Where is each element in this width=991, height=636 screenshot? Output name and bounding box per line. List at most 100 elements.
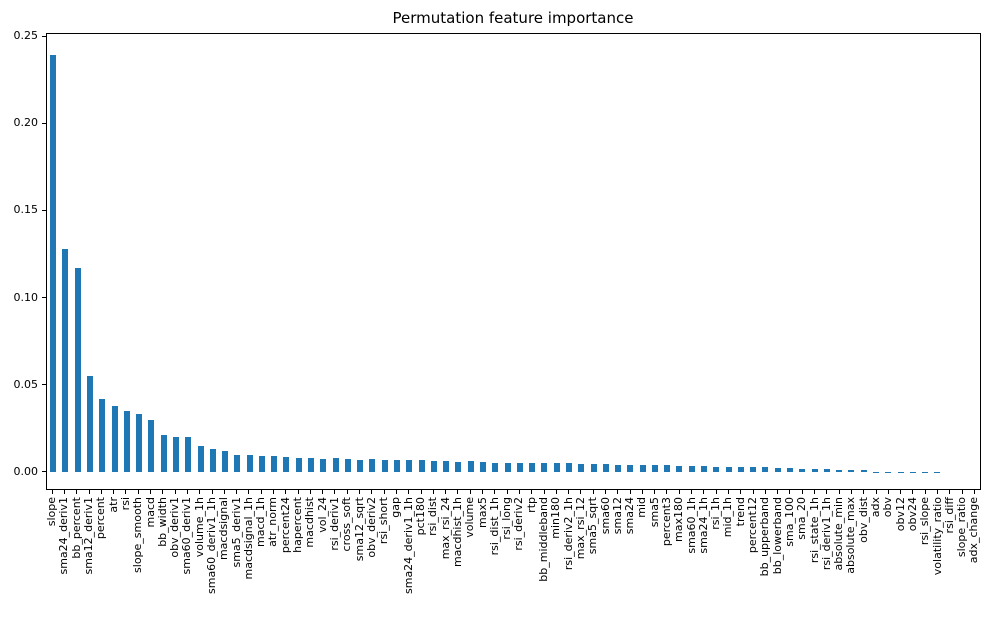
x-tick-label: obv12 [893, 497, 907, 532]
x-tick-slot [796, 490, 808, 495]
x-tick-slot [218, 490, 230, 495]
x-tick-slot [95, 490, 107, 495]
bar-slot [231, 34, 243, 489]
bar [455, 462, 462, 472]
x-label-slot: volume_1h [192, 497, 206, 636]
x-label-slot: volatility_ratio [930, 497, 944, 636]
x-label-slot: mid [635, 497, 648, 636]
bar-slot [329, 34, 341, 489]
bar-slot [219, 34, 231, 489]
x-tick-mark [359, 490, 361, 494]
x-label-slot: sma_20 [795, 497, 809, 636]
bar [50, 55, 57, 472]
x-tick-mark [518, 490, 520, 494]
plot-area [46, 33, 981, 490]
bar [406, 459, 413, 472]
bar [541, 463, 548, 472]
x-tick-mark [408, 490, 410, 494]
x-tick-mark [260, 490, 262, 494]
x-tick-label: atr_norm [266, 497, 280, 547]
x-tick-slot [464, 490, 476, 495]
bar [627, 464, 634, 472]
x-tick-label: rtp [524, 497, 538, 513]
x-label-slot: vol_24 [316, 497, 329, 636]
x-tick-mark [285, 490, 287, 494]
x-tick-mark [371, 490, 373, 494]
x-tick-label: rsi_slope [918, 497, 932, 546]
bar-slot [366, 34, 378, 489]
x-tick-mark [703, 490, 705, 494]
bar [590, 464, 597, 472]
x-tick-mark [875, 490, 877, 494]
x-tick-slot [181, 490, 193, 495]
x-tick-label: macdsignal [217, 497, 231, 561]
y-tick-label: 0.00 [13, 464, 39, 478]
x-tick-slot [845, 490, 857, 495]
x-tick-label: adx_change [967, 497, 981, 564]
x-tick-slot [390, 490, 402, 495]
x-label-slot: adx [869, 497, 882, 636]
bar-slot [489, 34, 501, 489]
bar [836, 469, 843, 472]
bar-slot [698, 34, 710, 489]
x-tick-mark [777, 490, 779, 494]
x-tick-slot [501, 490, 513, 495]
bar [74, 267, 81, 472]
x-tick-label: rsi_state_1h [807, 497, 821, 564]
bar [467, 461, 474, 472]
bar-slot [808, 34, 820, 489]
bar-slot [735, 34, 747, 489]
x-tick-mark [346, 490, 348, 494]
x-tick-label: bb_upperband [758, 497, 772, 577]
bar [430, 460, 437, 472]
x-label-slot: sma5 [648, 497, 661, 636]
y-tick-mark [42, 471, 46, 473]
bar-slot [747, 34, 759, 489]
x-tick-label: sma60_deriv1 [180, 497, 194, 575]
x-label-slot: obv_dist [857, 497, 870, 636]
x-tick-slot [685, 490, 697, 495]
x-tick-slot [58, 490, 70, 495]
bar [271, 456, 278, 472]
bar [283, 457, 290, 472]
y-tick-label: 0.20 [13, 116, 39, 130]
y-tick-label: 0.10 [13, 290, 39, 304]
x-label-slot: sma60 [598, 497, 612, 636]
x-label-slot: max_rsi_24 [439, 497, 452, 636]
bar-slot [84, 34, 96, 489]
bar-slot [514, 34, 526, 489]
x-tick-mark [691, 490, 693, 494]
x-tick-mark [469, 490, 471, 494]
x-tick-mark [236, 490, 238, 494]
x-tick-label: max5 [475, 497, 489, 528]
bar [664, 465, 671, 472]
bar [381, 460, 388, 472]
x-label-slot: rsi_state_1h [807, 497, 821, 636]
x-tick-label: absolute_max [844, 497, 858, 574]
x-tick-slot [83, 490, 95, 495]
x-tick-label: sma5_deriv1 [229, 497, 243, 568]
bar-slot [575, 34, 587, 489]
y-tick-mark [42, 297, 46, 299]
bar-slot [354, 34, 366, 489]
x-tick-mark [506, 490, 508, 494]
x-tick-mark [887, 490, 889, 494]
bar [234, 454, 241, 472]
x-tick-label: sma_20 [795, 497, 809, 540]
x-tick-slot [513, 490, 525, 495]
y-tick-label: 0.15 [13, 203, 39, 217]
bar-slot [784, 34, 796, 489]
x-tick-slot [46, 490, 58, 495]
bar [209, 449, 216, 472]
bar [123, 410, 130, 472]
x-tick-mark [973, 490, 975, 494]
bar [553, 463, 560, 472]
x-tick-slot [353, 490, 365, 495]
x-tick-label: volatility_ratio [930, 497, 944, 576]
x-tick-label: sma60 [598, 497, 612, 535]
bar-slot [710, 34, 722, 489]
chart-title: Permutation feature importance [392, 9, 634, 27]
x-tick-label: volume_1h [192, 497, 206, 558]
x-tick-mark [162, 490, 164, 494]
